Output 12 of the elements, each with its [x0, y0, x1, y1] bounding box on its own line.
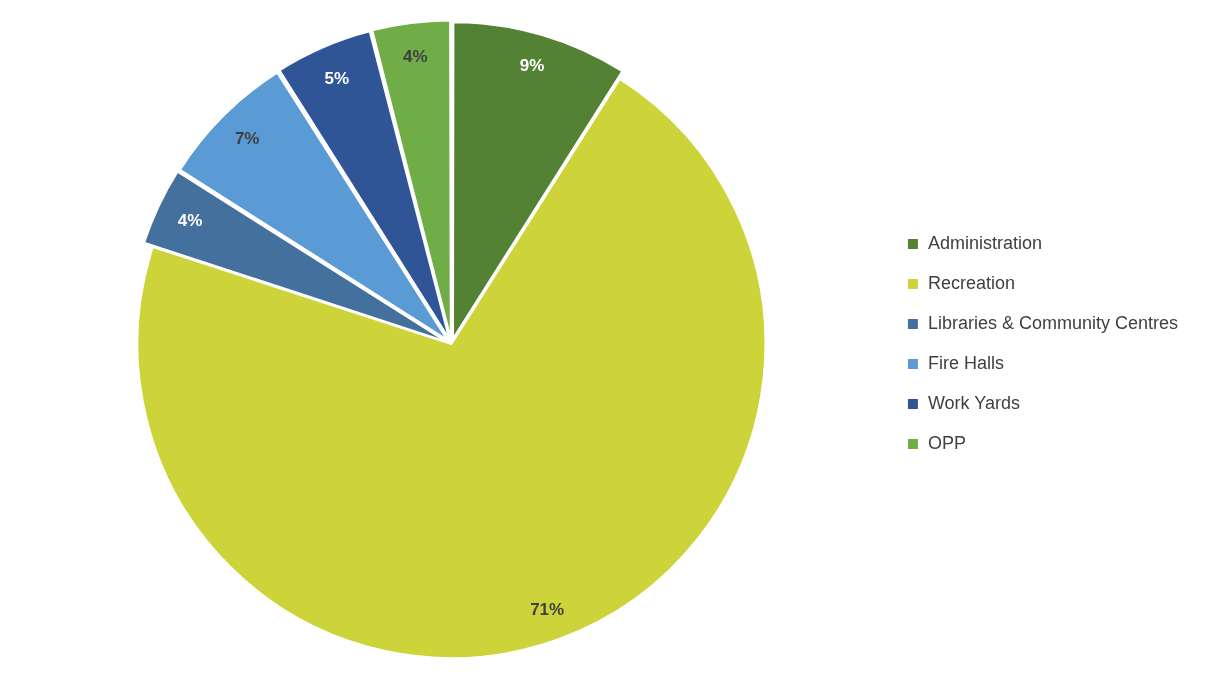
data-label: 9% [519, 56, 545, 76]
legend-label: Recreation [927, 272, 1015, 293]
data-label: 4% [402, 47, 428, 67]
legend-label: Work Yards [927, 392, 1020, 413]
data-label: 71% [530, 599, 565, 619]
data-label: 5% [324, 68, 350, 88]
legend-label: Administration [927, 232, 1042, 253]
legend-label: Libraries & Community Centres [927, 312, 1179, 333]
legend-label: Fire Halls [927, 352, 1004, 373]
legend-label: OPP [927, 432, 966, 453]
data-label: 7% [234, 129, 260, 149]
data-label: 4% [177, 210, 203, 230]
